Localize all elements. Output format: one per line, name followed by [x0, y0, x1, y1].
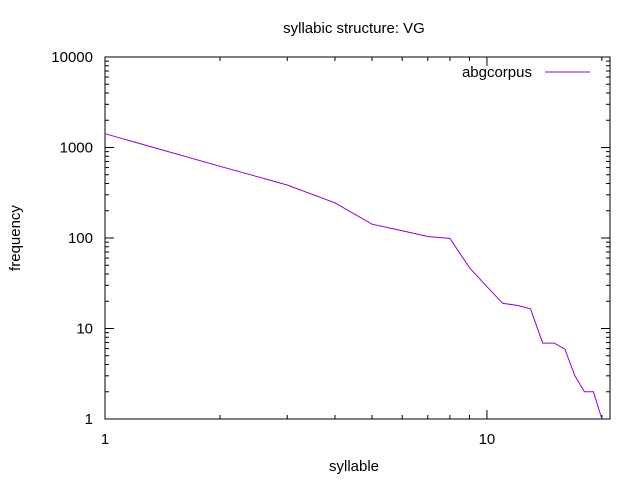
x-axis-ticks: 1 10 — [101, 57, 603, 448]
series-line-abgcorpus — [104, 133, 603, 420]
y-tick-label: 10 — [76, 321, 93, 338]
y-axis-ticks: 1 10 100 1000 10000 — [51, 49, 610, 428]
y-tick-label: 1000 — [60, 140, 93, 157]
y-tick-label: 10000 — [51, 49, 93, 66]
y-tick-label: 1 — [85, 411, 93, 428]
chart-title: syllabic structure: VG — [283, 20, 425, 37]
legend-label: abgcorpus — [462, 64, 532, 81]
x-axis-label: syllable — [329, 458, 379, 475]
x-tick-label: 1 — [101, 431, 109, 448]
x-tick-label: 10 — [479, 431, 496, 448]
y-axis-label: frequency — [7, 205, 24, 271]
series-layer — [104, 133, 603, 420]
legend: abgcorpus — [462, 64, 590, 81]
y-tick-label: 100 — [68, 230, 93, 247]
